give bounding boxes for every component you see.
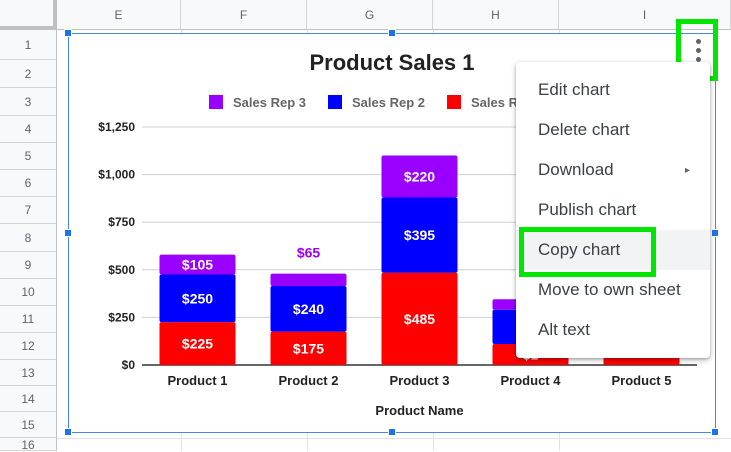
row-header-13[interactable]: 13 (0, 360, 57, 386)
grid-line (57, 438, 731, 439)
three-dot-vertical-icon[interactable] (688, 30, 708, 70)
resize-handle-top[interactable] (388, 29, 396, 37)
data-label: $240 (293, 301, 324, 317)
legend-swatch (328, 95, 342, 109)
submenu-arrow-icon: ▸ (684, 164, 690, 176)
resize-handle-top-left[interactable] (64, 29, 72, 37)
bar-segment (159, 254, 236, 275)
row-header-7[interactable]: 7 (0, 197, 57, 224)
bar-segment (381, 197, 458, 273)
row-header-8[interactable]: 8 (0, 224, 57, 252)
data-label: $250 (182, 290, 213, 306)
x-tick-label: Product 3 (390, 373, 450, 388)
x-tick-label: Product 1 (168, 373, 228, 388)
data-label: $485 (404, 311, 435, 327)
row-header-15[interactable]: 15 (0, 412, 57, 438)
row-header-16[interactable]: 16 (0, 438, 57, 452)
menu-item-label: Edit chart (538, 80, 610, 99)
column-header-h[interactable]: H (433, 0, 559, 30)
resize-handle-left[interactable] (64, 229, 72, 237)
chart-context-menu: Edit chart Delete chart Download ▸ Publis… (516, 62, 710, 358)
bar-segment (270, 331, 347, 365)
menu-item-delete-chart[interactable]: Delete chart (516, 110, 710, 150)
y-tick-label: $1,000 (98, 168, 135, 182)
menu-item-label: Publish chart (538, 200, 637, 219)
row-header-3[interactable]: 3 (0, 88, 57, 116)
menu-item-copy-chart[interactable]: Copy chart (516, 230, 710, 270)
menu-item-label: Delete chart (538, 120, 630, 139)
data-label: $105 (182, 257, 213, 273)
bar-segment (270, 285, 347, 332)
legend-item-sales-rep-2: Sales Rep 2 (328, 92, 425, 112)
row-header-9[interactable]: 9 (0, 252, 57, 279)
bar-segment (381, 272, 458, 365)
menu-item-label: Alt text (538, 320, 590, 339)
menu-item-label: Move to own sheet (538, 280, 681, 299)
legend-swatch (447, 95, 461, 109)
row-header-14[interactable]: 14 (0, 386, 57, 412)
row-header-2[interactable]: 2 (0, 60, 57, 88)
bar-segment (381, 155, 458, 198)
data-label: $175 (293, 340, 324, 356)
bar-segment (270, 273, 347, 286)
row-header-12[interactable]: 12 (0, 333, 57, 360)
bar-segment (603, 357, 680, 365)
column-header-f[interactable]: F (181, 0, 307, 30)
y-tick-label: $500 (108, 263, 135, 277)
resize-handle-bottom-right[interactable] (711, 428, 719, 436)
select-all-corner[interactable] (0, 0, 57, 30)
data-label: $395 (404, 227, 435, 243)
x-axis-title: Product Name (375, 403, 463, 418)
menu-item-alt-text[interactable]: Alt text (516, 310, 710, 350)
legend-item-sales-rep-3: Sales Rep 3 (209, 92, 306, 112)
column-header-g[interactable]: G (307, 0, 433, 30)
data-label: $220 (404, 169, 435, 185)
x-tick-label: Product 5 (612, 373, 672, 388)
x-tick-label: Product 2 (279, 373, 339, 388)
bar-chart-svg: $0 $250 $500 $750 $1,000 $1,250 $225 $250 $105 Pr… (98, 120, 697, 418)
bar-segment (159, 322, 236, 365)
menu-item-publish-chart[interactable]: Publish chart (516, 190, 710, 230)
menu-item-label: Copy chart (538, 240, 621, 259)
row-header-6[interactable]: 6 (0, 170, 57, 197)
chart-object[interactable]: Product Sales 1 Sales Rep 3 Sales Rep 2 … (64, 29, 719, 436)
data-label: $65 (297, 245, 321, 261)
row-header-4[interactable]: 4 (0, 116, 57, 143)
legend-label: Sales Rep 2 (352, 94, 425, 110)
bar-segment (159, 274, 236, 323)
menu-item-download[interactable]: Download ▸ (516, 150, 710, 190)
row-header-5[interactable]: 5 (0, 143, 57, 170)
data-label: $225 (182, 336, 213, 352)
menu-item-label: Download (538, 160, 614, 179)
legend-swatch (209, 95, 223, 109)
menu-item-edit-chart[interactable]: Edit chart (516, 70, 710, 110)
resize-handle-right[interactable] (711, 229, 719, 237)
column-header-e[interactable]: E (57, 0, 181, 30)
resize-handle-bottom-left[interactable] (64, 428, 72, 436)
chart-title: Product Sales 1 (309, 50, 475, 75)
row-header-1[interactable]: 1 (0, 30, 57, 60)
y-tick-label: $250 (108, 310, 135, 324)
legend-label: Sales Rep 3 (233, 94, 306, 110)
y-tick-label: $750 (108, 215, 135, 229)
row-header-10[interactable]: 10 (0, 279, 57, 306)
x-tick-label: Product 4 (501, 373, 562, 388)
resize-handle-bottom[interactable] (388, 428, 396, 436)
menu-item-move-to-own-sheet[interactable]: Move to own sheet (516, 270, 710, 310)
y-tick-label: $1,250 (98, 120, 135, 134)
y-tick-label: $0 (122, 358, 136, 372)
row-header-11[interactable]: 11 (0, 306, 57, 333)
